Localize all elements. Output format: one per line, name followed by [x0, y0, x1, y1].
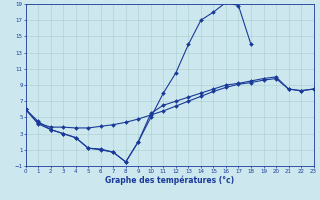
- X-axis label: Graphe des températures (°c): Graphe des températures (°c): [105, 175, 234, 185]
